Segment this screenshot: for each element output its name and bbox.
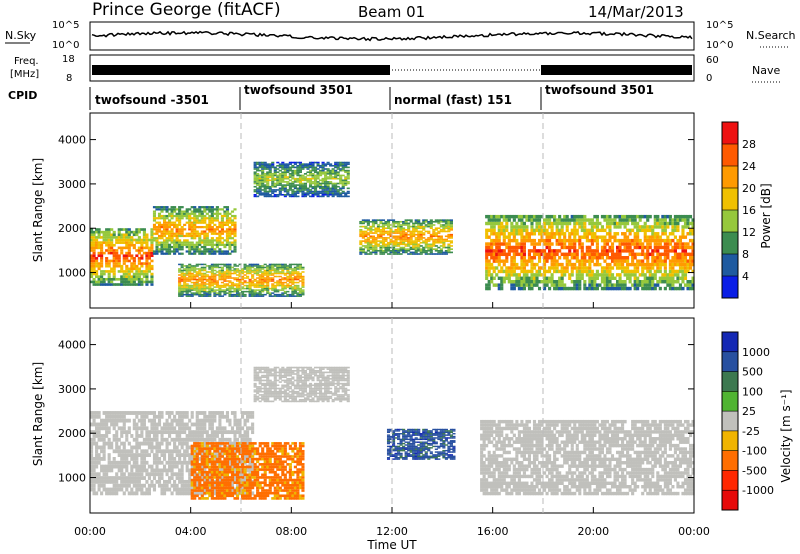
colorbar-tick-label: 20 <box>742 182 756 195</box>
power-echo-region <box>178 263 305 297</box>
velocity-echo-region <box>480 419 695 496</box>
x-tick-label: 12:00 <box>376 525 408 538</box>
colorbar-segment <box>722 391 738 412</box>
x-axis-label: Time UT <box>366 538 417 552</box>
colorbar-segment <box>722 371 738 392</box>
velocity-echoes <box>90 366 695 500</box>
x-tick-label: 20:00 <box>577 525 609 538</box>
x-tick-label: 16:00 <box>477 525 509 538</box>
velocity-colorbar-title: Velocity [m s⁻¹] <box>779 389 793 482</box>
beam-title: Beam 01 <box>358 3 425 21</box>
colorbar-segment <box>722 470 738 491</box>
nsky-tick-bottom: 10^0 <box>52 40 79 51</box>
freq-label: Freq. <box>14 56 39 67</box>
freq-tick-bottom: 8 <box>66 73 72 84</box>
freq-unit: [MHz] <box>10 69 39 80</box>
nave-tick-top: 60 <box>706 55 719 66</box>
y-tick-label: 3000 <box>58 178 86 191</box>
y-tick-label: 2000 <box>58 427 86 440</box>
colorbar-tick-label: 24 <box>742 160 756 173</box>
power-echoes <box>90 161 695 297</box>
x-tick-label: 04:00 <box>175 525 207 538</box>
colorbar-tick-label: 500 <box>742 366 763 379</box>
colorbar-tick-label: 100 <box>742 385 763 398</box>
velocity-echo-region <box>386 428 456 460</box>
colorbar-segment <box>722 490 738 511</box>
colorbar-tick-label: 12 <box>742 226 756 239</box>
nsearch-label: N.Search <box>746 29 796 42</box>
colorbar-segment <box>722 332 738 353</box>
nsky-panel: N.Sky 10^5 10^0 N.Search 10^5 10^0 <box>5 20 796 51</box>
colorbar-tick-label: 28 <box>742 138 756 151</box>
colorbar-tick-label: 25 <box>742 405 756 418</box>
y-tick-label: 4000 <box>58 339 86 352</box>
nave-label: Nave <box>752 64 780 77</box>
colorbar-segment <box>722 144 738 167</box>
nsky-label: N.Sky <box>5 29 37 42</box>
colorbar-segment <box>722 166 738 189</box>
colorbar-tick-label: -500 <box>742 464 767 477</box>
y-tick-label: 1000 <box>58 267 86 280</box>
colorbar-tick-label: 1000 <box>742 346 770 359</box>
colorbar-tick-label: -25 <box>742 425 760 438</box>
cpid-label: CPID <box>8 89 37 102</box>
colorbar-tick-label: -100 <box>742 445 767 458</box>
colorbar-segment <box>722 430 738 452</box>
nsearch-tick-top: 10^5 <box>706 20 733 31</box>
freq-panel: Freq. [MHz] 18 8 Nave 60 0 <box>10 54 782 84</box>
colorbar-segment <box>722 411 738 432</box>
nsky-trace <box>91 30 693 42</box>
power-colorbar-title: Power [dB] <box>759 183 773 248</box>
velocity-axes: 1000 2000 3000 4000 <box>58 318 694 513</box>
colorbar-segment <box>722 122 738 145</box>
colorbar-segment <box>722 450 738 471</box>
x-axis: 00:00 04:00 08:00 12:00 16:00 20:00 00:00 <box>74 302 710 538</box>
x-tick-label: 08:00 <box>275 525 307 538</box>
velocity-echo-region <box>90 411 255 496</box>
colorbar-segment <box>722 188 738 211</box>
nave-tick-bottom: 0 <box>706 73 712 84</box>
colorbar-tick-label: 4 <box>742 270 749 283</box>
cpid-segment-3: normal (fast) 151 <box>394 93 512 107</box>
nsky-tick-top: 10^5 <box>52 20 79 31</box>
cpid-segment-4: twofsound 3501 <box>545 83 654 97</box>
colorbar-segment <box>722 232 738 255</box>
y-tick-label: 3000 <box>58 383 86 396</box>
y-tick-label: 2000 <box>58 222 86 235</box>
colorbar-segment <box>722 254 738 277</box>
velocity-echo-region <box>190 442 305 500</box>
power-echo-region <box>485 214 695 291</box>
date-title: 14/Mar/2013 <box>588 3 684 21</box>
colorbar-tick-label: -1000 <box>742 484 774 497</box>
colorbar-segment <box>722 276 738 299</box>
velocity-panel: 1000 2000 3000 4000 Slant Range [km] <box>31 317 695 514</box>
y-tick-label: 1000 <box>58 472 86 485</box>
freq-tick-top: 18 <box>62 54 75 65</box>
power-panel: 1000 2000 3000 4000 Slant Range [km] <box>31 112 695 309</box>
y-tick-label: 4000 <box>58 134 86 147</box>
nsearch-tick-bottom: 10^0 <box>706 40 733 51</box>
velocity-echo-region <box>253 366 350 403</box>
x-tick-label: 00:00 <box>678 525 710 538</box>
power-echo-region <box>90 228 154 286</box>
colorbar-tick-label: 16 <box>742 204 756 217</box>
power-echo-region <box>359 219 453 255</box>
station-title: Prince George (fitACF) <box>92 0 281 20</box>
power-echo-region <box>253 161 350 198</box>
velocity-colorbar: 1000 500 100 25 -25 -100 -500 -1000 <box>721 331 774 511</box>
colorbar-segment <box>722 210 738 233</box>
freq-trace <box>92 65 692 75</box>
power-ylabel: Slant Range [km] <box>31 158 45 262</box>
cpid-segment-1: twofsound -3501 <box>95 93 209 107</box>
power-echo-region <box>152 206 237 255</box>
power-colorbar: 28 24 20 16 12 8 4 <box>721 121 756 299</box>
cpid-strip: CPID twofsound -3501 twofsound 3501 norm… <box>8 83 654 110</box>
velocity-ylabel: Slant Range [km] <box>31 362 45 466</box>
colorbar-tick-label: 8 <box>742 248 749 261</box>
power-axes: 1000 2000 3000 4000 <box>58 113 694 308</box>
x-tick-label: 00:00 <box>74 525 106 538</box>
colorbar-segment <box>722 351 738 373</box>
cpid-segment-2: twofsound 3501 <box>244 83 353 97</box>
